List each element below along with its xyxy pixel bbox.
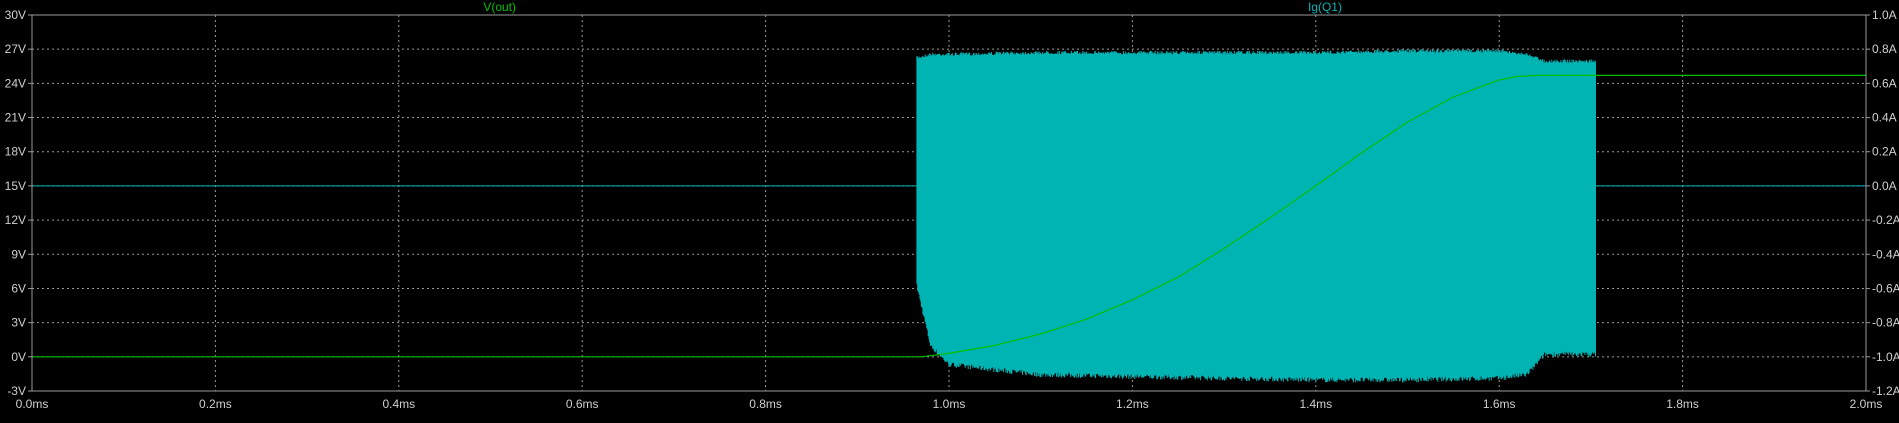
vout-trace[interactable] (32, 74, 1866, 358)
x-tick-label: 1.4ms (1299, 397, 1332, 411)
axis-labels: 0.0ms 0.2ms 0.4ms 0.6ms 0.8ms 1.0ms 1.2ms 1.4ms… (5, 8, 1899, 411)
y-left-tick-label: 24V (5, 76, 26, 90)
y-left-tick-label: 21V (5, 111, 26, 125)
x-tick-label: 0.0ms (16, 397, 49, 411)
y-left-tick-label: 0V (11, 350, 26, 364)
x-tick-label: 1.6ms (1483, 397, 1516, 411)
y-right-tick-label: 1.0A (1872, 8, 1897, 22)
y-right-tick-label: 0.8A (1872, 42, 1897, 56)
y-left-tick-label: -3V (7, 384, 26, 398)
y-left-tick-label: 9V (11, 247, 26, 261)
x-tick-label: 0.2ms (199, 397, 232, 411)
x-tick-label: 0.4ms (382, 397, 415, 411)
plot-frame (31, 14, 1867, 392)
y-right-tick-label: -0.4A (1872, 247, 1899, 261)
x-tick-label: 1.2ms (1116, 397, 1149, 411)
y-left-tick-label: 30V (5, 8, 26, 22)
y-left-tick-label: 18V (5, 145, 26, 159)
trace-label-ig[interactable]: Ig(Q1) (1308, 0, 1342, 14)
y-right-tick-label: 0.2A (1872, 145, 1897, 159)
x-tick-label: 2.0ms (1850, 397, 1883, 411)
y-right-tick-label: -1.2A (1872, 384, 1899, 398)
y-left-tick-label: 15V (5, 179, 26, 193)
y-right-tick-label: -0.2A (1872, 213, 1899, 227)
y-left-tick-label: 27V (5, 42, 26, 56)
y-right-tick-label: -0.8A (1872, 316, 1899, 330)
y-right-tick-label: 0.4A (1872, 111, 1897, 125)
y-right-tick-label: -1.0A (1872, 350, 1899, 364)
y-left-tick-label: 3V (11, 316, 26, 330)
x-tick-label: 0.8ms (749, 397, 782, 411)
y-right-tick-label: 0.0A (1872, 179, 1897, 193)
y-left-tick-label: 12V (5, 213, 26, 227)
y-right-tick-label: 0.6A (1872, 76, 1897, 90)
x-tick-label: 1.0ms (933, 397, 966, 411)
x-tick-label: 1.8ms (1666, 397, 1699, 411)
ig-q1-trace[interactable] (32, 49, 1866, 383)
trace-label-vout[interactable]: V(out) (483, 0, 516, 14)
y-left-tick-label: 6V (11, 281, 26, 295)
traces (32, 49, 1866, 383)
x-tick-label: 0.6ms (566, 397, 599, 411)
y-right-tick-label: -0.6A (1872, 281, 1899, 295)
